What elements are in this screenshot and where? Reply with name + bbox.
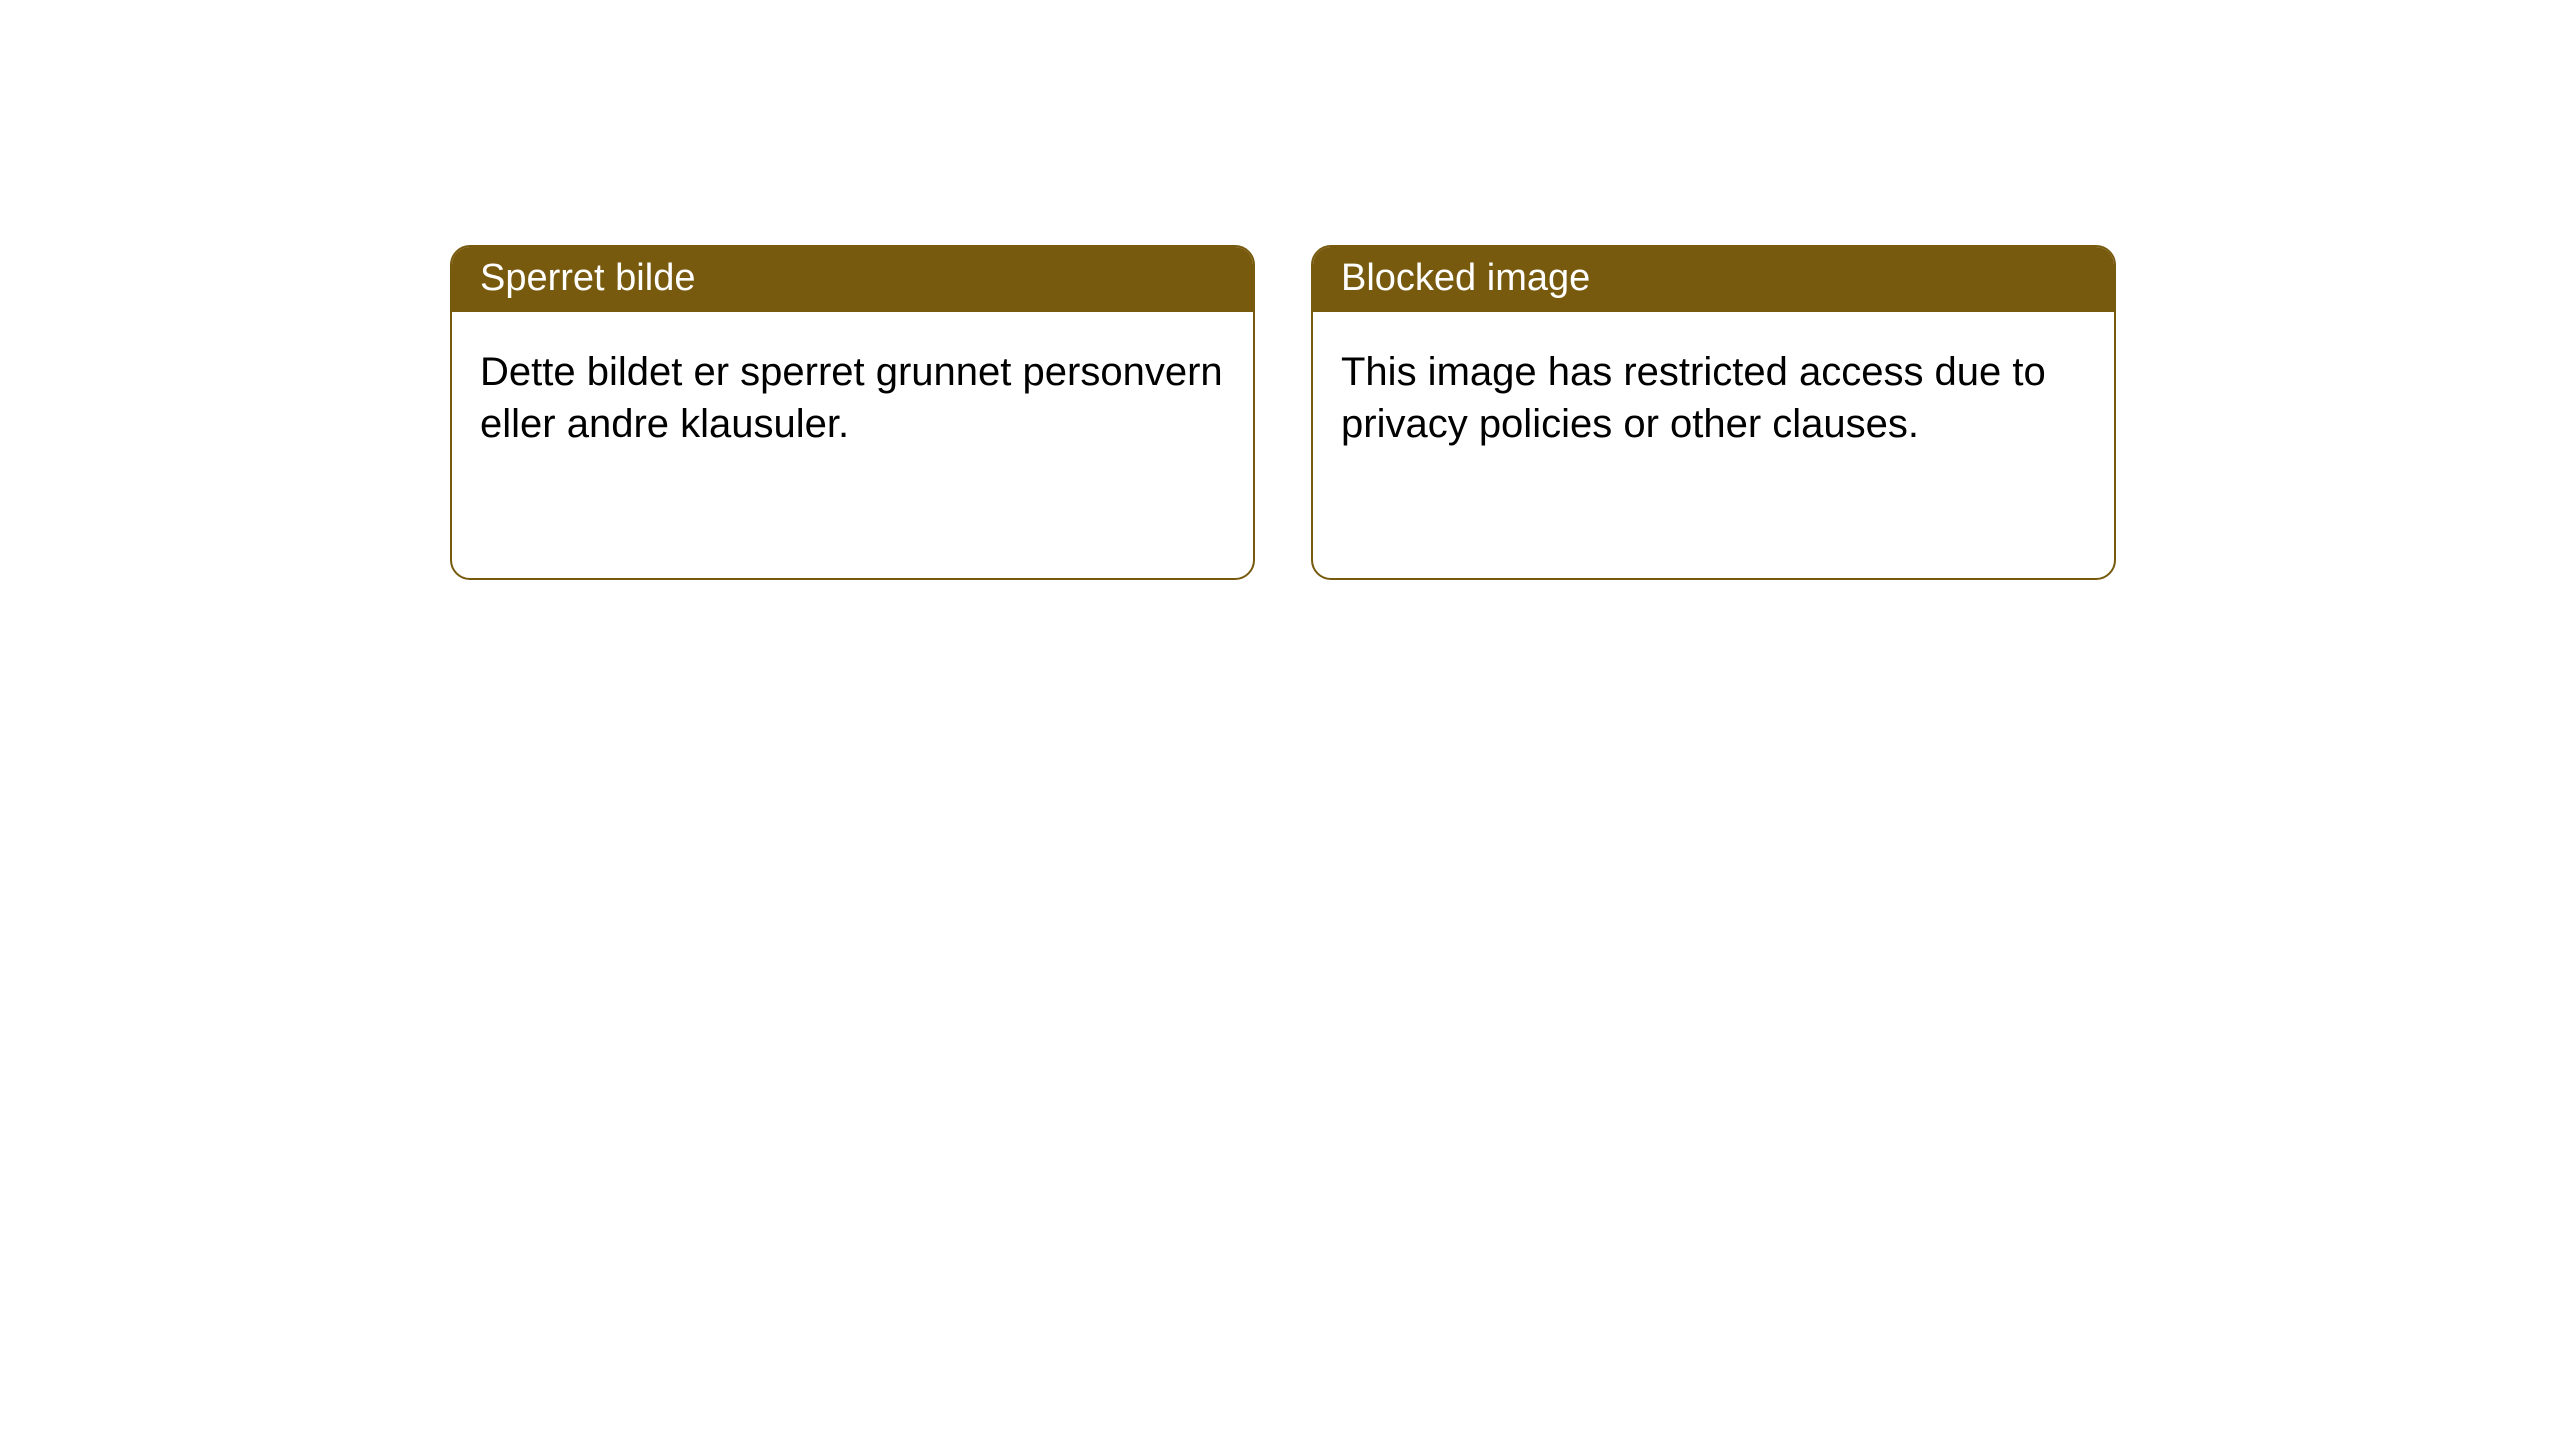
notice-body-text: This image has restricted access due to … bbox=[1341, 350, 2046, 446]
notice-body-text: Dette bildet er sperret grunnet personve… bbox=[480, 350, 1223, 446]
notice-body: Dette bildet er sperret grunnet personve… bbox=[452, 312, 1253, 484]
notice-title: Blocked image bbox=[1341, 257, 1590, 299]
notice-container: Sperret bilde Dette bildet er sperret gr… bbox=[450, 245, 2116, 580]
notice-card-english: Blocked image This image has restricted … bbox=[1311, 245, 2116, 580]
notice-card-norwegian: Sperret bilde Dette bildet er sperret gr… bbox=[450, 245, 1255, 580]
notice-body: This image has restricted access due to … bbox=[1313, 312, 2114, 484]
notice-title: Sperret bilde bbox=[480, 257, 695, 299]
notice-header: Blocked image bbox=[1313, 247, 2114, 312]
notice-header: Sperret bilde bbox=[452, 247, 1253, 312]
